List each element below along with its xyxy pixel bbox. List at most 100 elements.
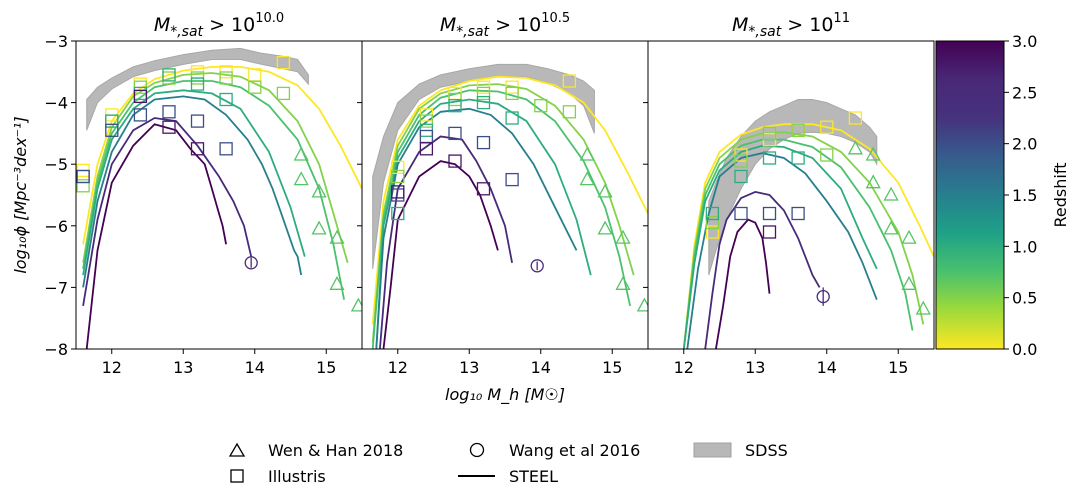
illustris-marker <box>448 126 462 141</box>
illustris-marker <box>419 114 434 128</box>
steel-line <box>682 131 925 349</box>
wen-han-marker <box>883 220 899 235</box>
x-tick-label: 15 <box>888 358 908 377</box>
y-tick-label: −7 <box>44 278 68 297</box>
sdss-band <box>86 47 309 131</box>
y-axis-label: log₁₀ϕ [Mpc⁻³dex⁻¹] <box>11 116 30 273</box>
illustris-marker <box>848 111 863 125</box>
illustris-marker <box>562 105 577 119</box>
illustris-marker <box>76 169 90 184</box>
steel-line <box>715 218 771 349</box>
illustris-marker <box>391 185 405 199</box>
illustris-marker <box>448 154 462 168</box>
colorbar-tick-label: 0.5 <box>1012 289 1037 308</box>
legend-triangle-marker <box>228 442 246 457</box>
steel-line <box>382 160 499 349</box>
illustris-marker <box>705 206 720 221</box>
steel-line <box>85 123 227 349</box>
illustris-marker <box>505 111 519 125</box>
panel-frame <box>361 40 649 350</box>
wang-marker <box>244 256 258 270</box>
panel-1: M*,sat > 1010.0 12 13 14 15 −8 −7 −6 −5 −4 −3 <box>44 11 363 377</box>
colorbar-frame <box>935 40 1005 350</box>
illustris-marker <box>248 80 262 94</box>
illustris-marker <box>505 86 519 101</box>
illustris-marker <box>476 86 491 101</box>
illustris-marker <box>476 95 491 110</box>
legend-entry-steel: STEEL <box>458 467 558 486</box>
wen-han-marker <box>865 146 881 161</box>
colorbar-tick-label: 2.5 <box>1012 83 1037 102</box>
wen-han-marker <box>915 300 931 315</box>
legend-band-marker <box>693 442 732 458</box>
sdss-band <box>372 63 595 269</box>
wen-han-marker <box>615 275 631 290</box>
wen-han-marker <box>311 220 327 235</box>
illustris-marker <box>762 126 777 141</box>
illustris-marker <box>219 142 233 156</box>
panel-title: M*,sat > 1011 <box>732 11 850 40</box>
wen-han-marker <box>350 297 362 312</box>
illustris-marker <box>791 151 805 165</box>
steel-line <box>82 117 253 307</box>
steel-line <box>371 89 631 349</box>
wen-han-marker <box>636 297 648 312</box>
y-tick-label: −3 <box>44 32 68 51</box>
plot-area <box>76 47 362 349</box>
illustris-marker <box>762 206 777 221</box>
wen-han-marker <box>579 146 595 161</box>
illustris-marker <box>734 206 748 221</box>
legend-label-sdss: SDSS <box>745 441 788 460</box>
wen-han-marker <box>579 171 595 186</box>
steel-line <box>682 123 934 349</box>
colorbar-label: Redshift <box>1051 163 1070 228</box>
steel-line <box>375 98 592 349</box>
panel-2: M*,sat > 1010.5 12 13 14 15 <box>357 11 649 377</box>
legend-square-marker <box>230 469 244 483</box>
y-tick-label: −8 <box>44 340 68 359</box>
legend-entry-sdss: SDSS <box>693 441 788 460</box>
wen-han-marker <box>901 229 917 244</box>
illustris-marker <box>190 77 205 91</box>
steel-line <box>82 72 349 264</box>
steel-line <box>371 83 635 343</box>
wen-han-marker <box>329 275 345 290</box>
steel-line <box>379 135 513 349</box>
colorbar-gradient <box>936 41 1004 349</box>
illustris-marker <box>419 142 434 156</box>
wang-marker <box>816 289 830 304</box>
illustris-marker <box>76 179 90 193</box>
illustris-marker <box>133 108 148 122</box>
illustris-marker <box>791 123 805 137</box>
legend-entry-wen-han: Wen & Han 2018 <box>228 441 403 460</box>
steel-line <box>82 95 303 288</box>
illustris-marker <box>534 99 548 113</box>
illustris-marker <box>276 86 291 101</box>
x-tick-label: 14 <box>531 358 551 377</box>
x-tick-label: 12 <box>674 358 694 377</box>
wen-han-marker <box>311 183 327 198</box>
illustris-marker <box>476 135 491 150</box>
illustris-marker <box>820 120 834 134</box>
wen-han-marker <box>901 275 917 290</box>
illustris-marker <box>705 225 720 239</box>
colorbar-tick-label: 3.0 <box>1012 32 1037 51</box>
steel-line <box>82 89 306 276</box>
illustris-marker <box>162 120 176 134</box>
colorbar-tick-label: 2.0 <box>1012 135 1037 154</box>
legend-entry-illustris: Illustris <box>230 467 326 486</box>
illustris-marker <box>391 169 405 184</box>
colorbar-tick-label: 1.5 <box>1012 186 1037 205</box>
panel-title: M*,sat > 1010.5 <box>440 11 570 40</box>
illustris-marker <box>820 148 834 162</box>
illustris-marker <box>705 216 720 230</box>
plot-area <box>682 99 934 349</box>
wen-han-marker <box>597 220 613 235</box>
panel-frame <box>647 40 935 350</box>
wen-han-marker <box>865 174 881 189</box>
wen-han-marker <box>847 140 863 155</box>
legend-circle-marker <box>469 442 485 458</box>
legend-entry-wang: Wang et al 2016 <box>469 441 640 460</box>
x-tick-label: 13 <box>459 358 479 377</box>
wen-han-marker <box>293 146 309 161</box>
